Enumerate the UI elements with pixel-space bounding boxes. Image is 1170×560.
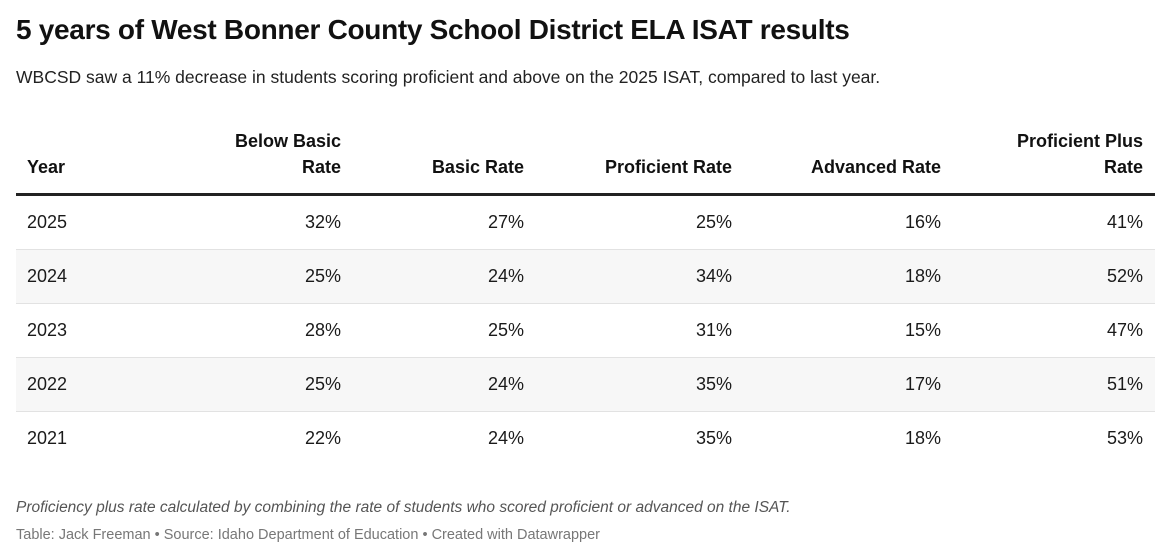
chart-title: 5 years of West Bonner County School Dis… bbox=[16, 14, 850, 45]
table-notes: Proficiency plus rate calculated by comb… bbox=[16, 499, 791, 516]
table-byline: Table: Jack Freeman • Source: Idaho Depa… bbox=[16, 527, 601, 543]
rate-cell: 18% bbox=[744, 249, 953, 304]
rate-cell: 24% bbox=[487, 428, 524, 448]
rate-cell: 25% bbox=[180, 357, 353, 412]
results-table: Year Below Basic Rate Basic Rate Proficient … bbox=[16, 128, 1155, 465]
rate-cell: 53% bbox=[1106, 428, 1143, 448]
rate-cell: 15% bbox=[744, 303, 953, 358]
year-cell: 2023 bbox=[16, 303, 180, 358]
table-row: 2025 32% 27% 25% 16% 41% bbox=[16, 194, 1155, 250]
rate-cell: 35% bbox=[695, 428, 732, 448]
table-row: 2024 25% 24% 34% 18% 52% bbox=[16, 249, 1155, 304]
rate-cell: 25% bbox=[353, 303, 536, 358]
rate-cell: 31% bbox=[536, 303, 744, 358]
rate-cell: 18% bbox=[904, 428, 941, 448]
rate-cell: 28% bbox=[180, 303, 353, 358]
rate-cell: 16% bbox=[744, 194, 953, 250]
rate-cell: 52% bbox=[953, 249, 1155, 304]
column-header[interactable]: Basic Rate bbox=[353, 128, 536, 196]
rate-cell: 25% bbox=[180, 249, 353, 304]
table-row: 2021 22% 24% 35% 18% 53% bbox=[16, 412, 1155, 466]
rate-cell: 22% bbox=[304, 428, 341, 448]
column-header[interactable]: Below Basic Rate bbox=[180, 128, 353, 196]
column-header[interactable]: Advanced Rate bbox=[744, 128, 953, 196]
rate-cell: 27% bbox=[353, 194, 536, 250]
rate-cell: 24% bbox=[353, 357, 536, 412]
year-cell: 2021 bbox=[27, 428, 68, 448]
table-body: 2025 32% 27% 25% 16% 41% 2024 25% 24% 34% 18% 52% 20… bbox=[16, 194, 1155, 466]
column-header[interactable]: Year bbox=[16, 128, 180, 196]
table-header-row: Year Below Basic Rate Basic Rate Proficient … bbox=[16, 128, 1155, 196]
column-header[interactable]: Proficient Plus Rate bbox=[953, 128, 1155, 196]
rate-cell: 51% bbox=[953, 357, 1155, 412]
chart-subtitle: WBCSD saw a 11% decrease in students sco… bbox=[16, 67, 881, 87]
year-cell: 2025 bbox=[16, 194, 180, 250]
rate-cell: 17% bbox=[744, 357, 953, 412]
table-row: 2022 25% 24% 35% 17% 51% bbox=[16, 357, 1155, 412]
rate-cell: 35% bbox=[536, 357, 744, 412]
rate-cell: 47% bbox=[953, 303, 1155, 358]
rate-cell: 25% bbox=[536, 194, 744, 250]
rate-cell: 32% bbox=[180, 194, 353, 250]
year-cell: 2022 bbox=[16, 357, 180, 412]
table-row: 2023 28% 25% 31% 15% 47% bbox=[16, 303, 1155, 358]
rate-cell: 41% bbox=[953, 194, 1155, 250]
column-header[interactable]: Proficient Rate bbox=[536, 128, 744, 196]
year-cell: 2024 bbox=[16, 249, 180, 304]
rate-cell: 34% bbox=[536, 249, 744, 304]
rate-cell: 24% bbox=[353, 249, 536, 304]
